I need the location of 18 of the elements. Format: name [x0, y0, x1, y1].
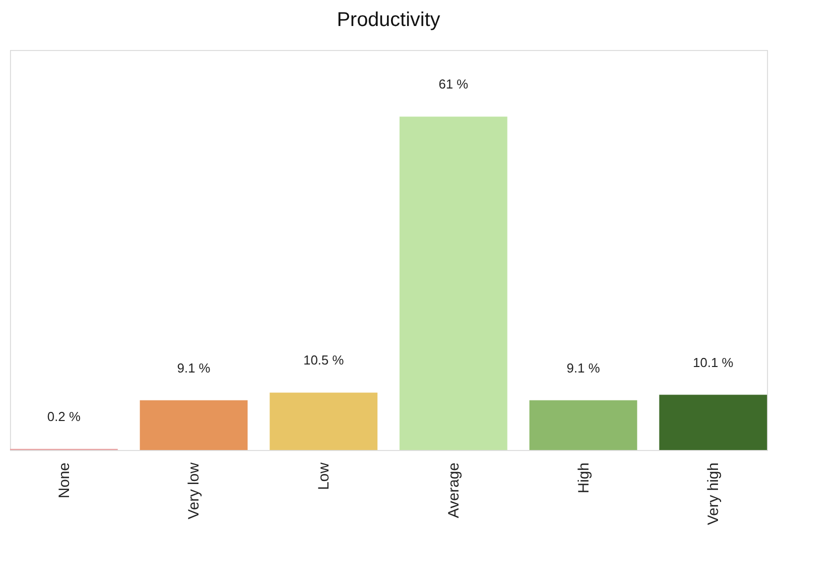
data-label: 9.1 %: [177, 360, 211, 376]
data-label: 10.1 %: [692, 354, 734, 370]
data-label: 61 %: [438, 76, 469, 92]
data-label: 0.2 %: [47, 408, 81, 424]
x-tick-label: High: [575, 462, 592, 494]
x-tick-label: Average: [445, 462, 462, 518]
x-tick-label: Low: [316, 462, 333, 490]
x-tick-label: Very high: [705, 462, 722, 526]
x-tick-label: Very low: [186, 462, 203, 520]
bar: [529, 400, 638, 450]
chart-title: Productivity: [336, 9, 440, 31]
data-label: 10.5 %: [303, 352, 344, 368]
x-tick-label: None: [56, 462, 73, 498]
data-label: 9.1 %: [566, 360, 600, 376]
bar: [659, 394, 767, 450]
bar: [140, 400, 248, 450]
bar: [400, 116, 508, 450]
bar: [270, 392, 378, 450]
